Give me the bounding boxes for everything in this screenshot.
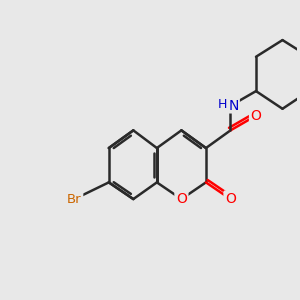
Text: H: H — [218, 98, 227, 111]
Text: O: O — [176, 192, 187, 206]
Text: N: N — [229, 99, 239, 113]
Text: Br: Br — [67, 193, 82, 206]
Text: O: O — [250, 109, 261, 123]
Text: O: O — [225, 192, 236, 206]
